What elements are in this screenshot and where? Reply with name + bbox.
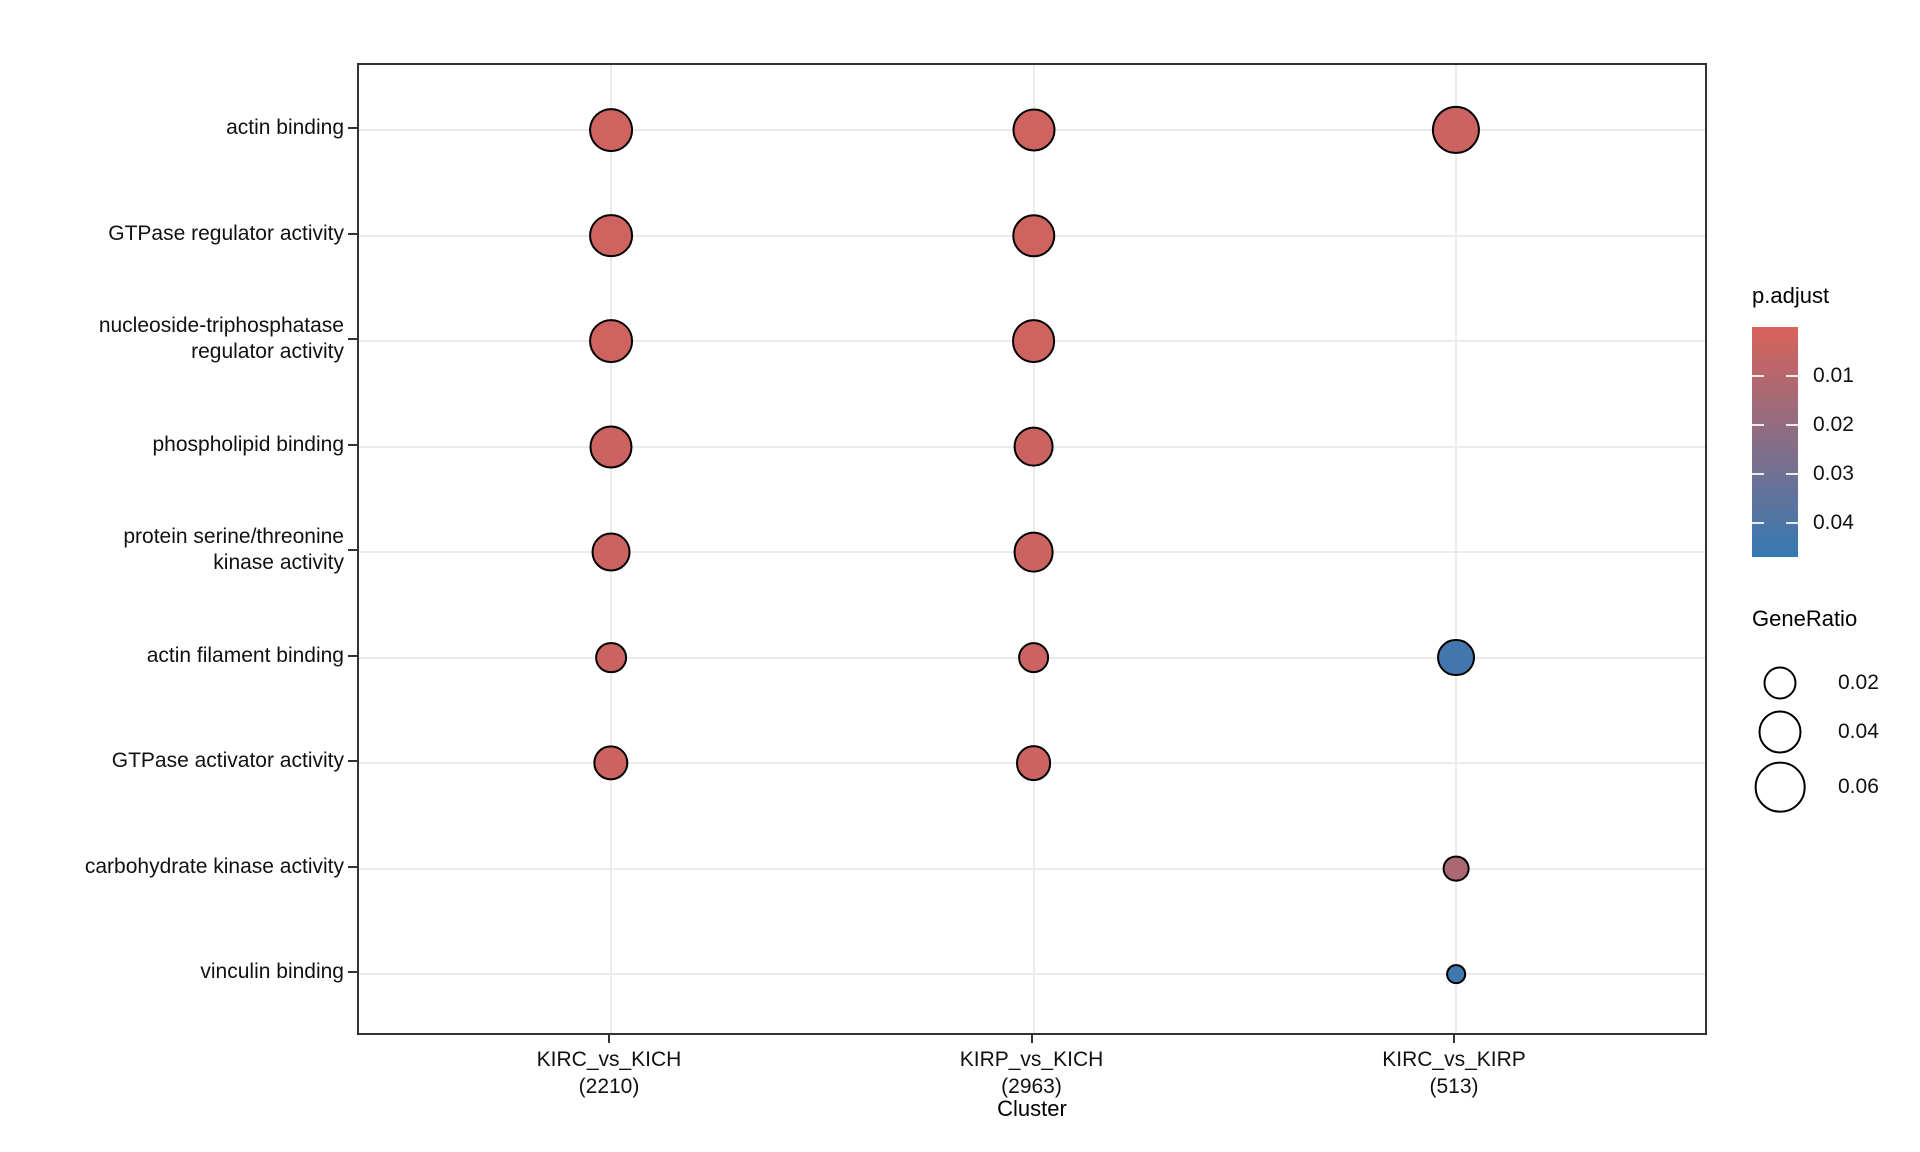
y-axis-tick <box>348 760 357 762</box>
generatio-legend-circle <box>1758 710 1802 754</box>
colorbar-tick-label: 0.04 <box>1813 510 1854 534</box>
x-axis-cluster-label: KIRC_vs_KICH (2210) <box>536 1048 682 1098</box>
data-point <box>589 213 633 258</box>
data-point <box>1442 855 1470 882</box>
data-point <box>589 319 633 363</box>
data-point <box>1013 426 1054 467</box>
generatio-legend-label: 0.04 <box>1838 720 1879 743</box>
v-gridline <box>1455 65 1457 1033</box>
y-axis-term-label: actin binding <box>226 116 344 139</box>
y-axis-term-label: vinculin binding <box>200 960 344 983</box>
y-axis-tick <box>348 654 357 657</box>
y-axis-term-label: nucleoside-triphosphatase regulator acti… <box>98 314 344 363</box>
h-gridline <box>359 867 1705 870</box>
data-point <box>589 108 633 152</box>
data-point <box>595 641 627 674</box>
data-point <box>1017 641 1050 674</box>
data-point <box>593 745 629 781</box>
data-point <box>1437 638 1475 677</box>
generatio-legend-label: 0.02 <box>1838 671 1879 694</box>
data-point <box>591 532 631 572</box>
data-point <box>1011 213 1056 258</box>
data-point <box>1431 105 1481 155</box>
x-axis-cluster-label: KIRC_vs_KIRP (513) <box>1382 1048 1526 1098</box>
y-axis-term-label: actin filament binding <box>146 643 344 667</box>
colorbar-tick <box>1786 423 1798 426</box>
data-point <box>1011 108 1056 152</box>
x-axis-tick <box>1030 1035 1033 1043</box>
data-point <box>1011 319 1056 363</box>
generatio-legend-label: 0.06 <box>1838 775 1879 798</box>
colorbar-tick <box>1752 423 1764 426</box>
colorbar-tick-label: 0.01 <box>1813 363 1854 387</box>
y-axis-term-label: phospholipid binding <box>152 432 345 456</box>
legend-padjust-title: p.adjust <box>1752 283 1830 308</box>
colorbar-tick-label: 0.03 <box>1813 461 1854 485</box>
generatio-legend-circle <box>1763 666 1797 700</box>
colorbar-tick-label: 0.02 <box>1813 412 1854 436</box>
padjust-colorbar <box>1752 327 1798 557</box>
colorbar-tick <box>1752 472 1764 475</box>
x-axis-cluster-label: KIRP_vs_KICH (2963) <box>959 1048 1104 1098</box>
data-point <box>1015 745 1052 781</box>
x-axis-title: Cluster <box>997 1096 1067 1121</box>
colorbar-tick <box>1786 521 1798 524</box>
y-axis-tick <box>348 549 357 551</box>
data-point <box>589 424 633 469</box>
generatio-legend-circle <box>1754 761 1806 813</box>
y-axis-tick <box>348 443 357 446</box>
h-gridline <box>359 973 1705 975</box>
y-axis-tick <box>348 338 357 340</box>
y-axis-term-label: GTPase regulator activity <box>108 221 344 245</box>
y-axis-term-label: GTPase activator activity <box>111 749 344 772</box>
x-axis-tick <box>1453 1035 1455 1043</box>
colorbar-tick <box>1786 472 1798 475</box>
data-point <box>1013 531 1054 573</box>
y-axis-tick <box>348 127 357 129</box>
plot-panel <box>357 63 1707 1035</box>
y-axis-term-label: carbohydrate kinase activity <box>84 854 344 878</box>
colorbar-tick <box>1752 374 1764 377</box>
x-axis-tick <box>608 1035 610 1043</box>
colorbar-tick <box>1786 374 1798 377</box>
colorbar-tick <box>1752 521 1764 524</box>
y-axis-tick <box>348 971 357 973</box>
y-axis-term-label: protein serine/threonine kinase activity <box>123 525 344 574</box>
legend-generatio-title: GeneRatio <box>1752 606 1858 631</box>
y-axis-tick <box>348 232 357 235</box>
data-point <box>1446 964 1466 984</box>
y-axis-tick <box>348 865 357 868</box>
